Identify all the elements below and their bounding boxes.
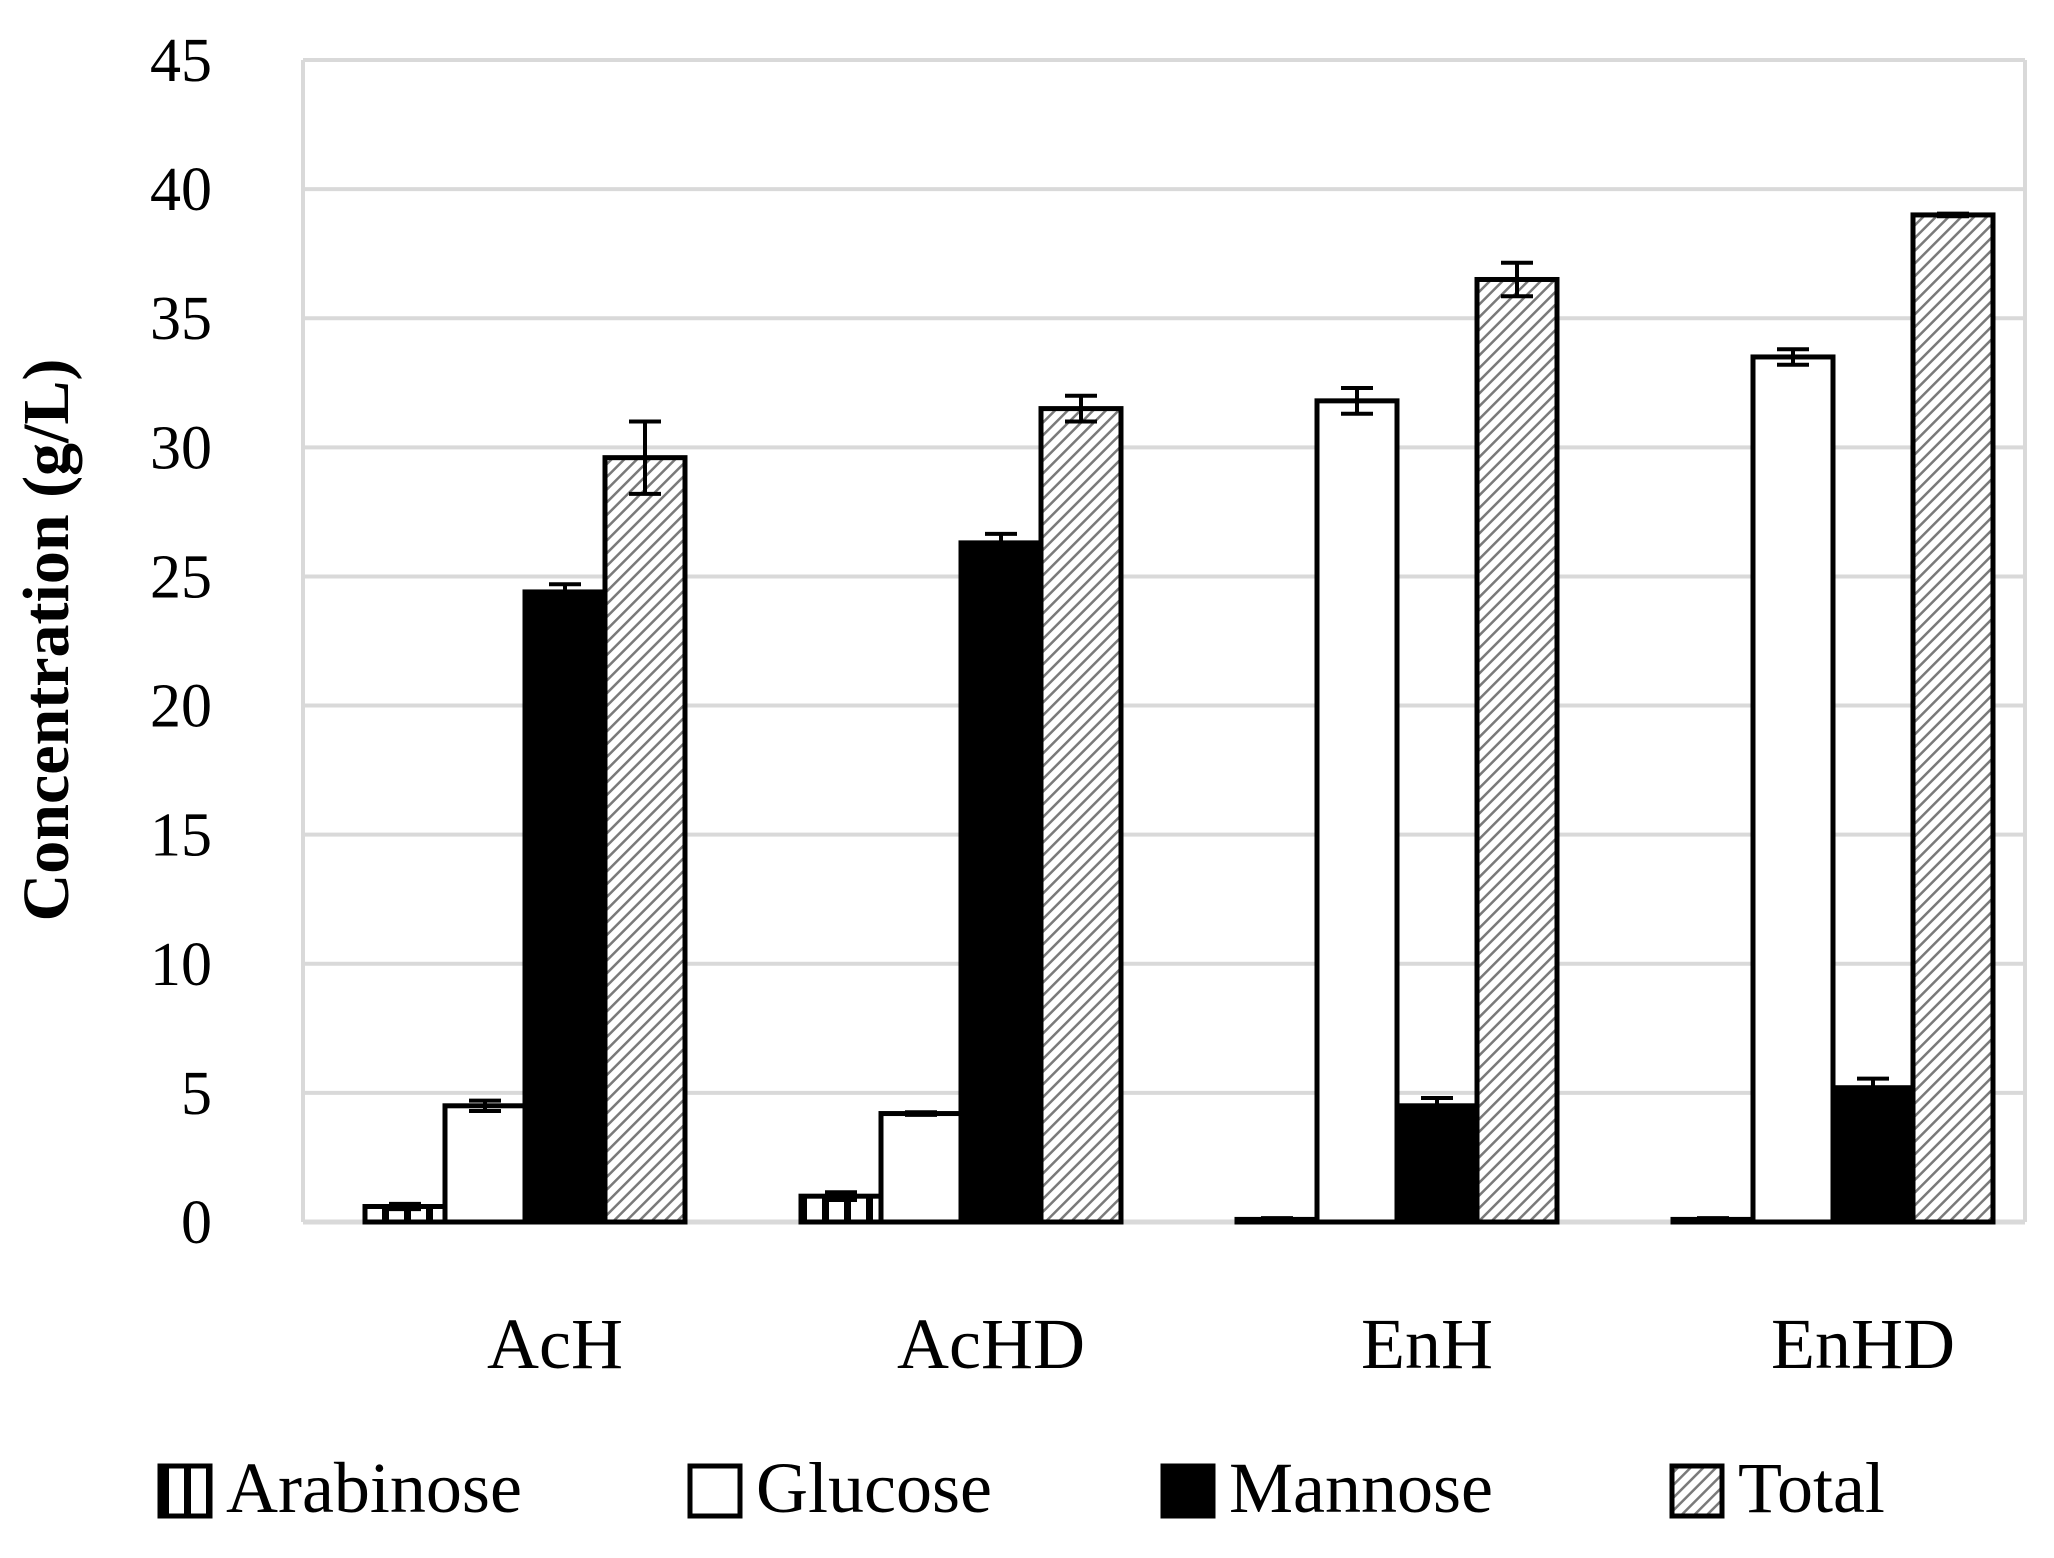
error-bar-mannose-achd xyxy=(985,531,1017,554)
x-category-label: EnH xyxy=(1361,1304,1493,1384)
legend-label: Mannose xyxy=(1229,1448,1493,1528)
bars xyxy=(362,211,1996,1225)
bar-glucose-enhd xyxy=(1750,354,1836,1225)
y-tick-label: 5 xyxy=(181,1060,212,1128)
legend: Arabinose Glucose Mannose Total xyxy=(157,1448,1885,1528)
bar-glucose-achd xyxy=(878,1111,964,1225)
y-tick-label: 20 xyxy=(150,673,212,741)
legend-swatch xyxy=(687,1463,743,1519)
legend-item-glucose: Glucose xyxy=(687,1448,992,1528)
legend-swatch xyxy=(157,1463,213,1519)
x-axis-category-labels: AcH AcHD EnH EnHD xyxy=(487,1304,1955,1384)
bar-total-enh xyxy=(1474,276,1560,1225)
x-category-label: AcHD xyxy=(897,1304,1085,1384)
y-tick-label: 45 xyxy=(150,27,212,95)
y-tick-label: 25 xyxy=(150,543,212,611)
error-bar-total-enh xyxy=(1501,260,1533,299)
error-bar-mannose-enhd xyxy=(1857,1076,1889,1099)
bar-glucose-enh xyxy=(1314,398,1400,1225)
error-bar-mannose-ach xyxy=(549,582,581,602)
bar-mannose-ach xyxy=(522,589,608,1225)
error-bar-glucose-ach xyxy=(469,1098,501,1113)
bar-mannose-achd xyxy=(958,540,1044,1225)
legend-swatch xyxy=(1669,1463,1725,1519)
bar-total-ach xyxy=(602,455,688,1225)
y-axis-title: Concentration (g/L) xyxy=(10,359,83,922)
y-tick-label: 0 xyxy=(181,1189,212,1257)
legend-item-mannose: Mannose xyxy=(1160,1448,1493,1528)
legend-item-arabinose: Arabinose xyxy=(157,1448,522,1528)
legend-swatch xyxy=(1160,1463,1216,1519)
legend-label: Total xyxy=(1738,1448,1885,1528)
bar-mannose-enhd xyxy=(1830,1085,1916,1225)
bar-total-achd xyxy=(1038,406,1124,1225)
error-bar-mannose-enh xyxy=(1421,1096,1453,1116)
bar-total-enhd xyxy=(1910,212,1996,1225)
error-bar-glucose-achd xyxy=(905,1110,937,1117)
error-bar-total-achd xyxy=(1065,393,1097,424)
bar-glucose-ach xyxy=(442,1103,528,1225)
error-bar-arabinose-enhd xyxy=(1697,1216,1729,1223)
error-bar-arabinose-ach xyxy=(389,1201,421,1212)
error-bar-total-enhd xyxy=(1937,211,1969,219)
error-bar-glucose-enhd xyxy=(1777,347,1809,367)
y-axis-ticks: 0 5 10 15 20 25 30 35 40 45 xyxy=(150,27,212,1257)
y-tick-label: 15 xyxy=(150,802,212,870)
error-bar-glucose-enh xyxy=(1341,385,1373,416)
legend-label: Arabinose xyxy=(226,1448,522,1528)
bar-mannose-enh xyxy=(1394,1103,1480,1225)
error-bar-arabinose-enh xyxy=(1261,1216,1293,1223)
legend-item-total: Total xyxy=(1669,1448,1885,1528)
y-tick-label: 30 xyxy=(150,414,212,482)
y-tick-label: 35 xyxy=(150,285,212,353)
legend-label: Glucose xyxy=(756,1448,992,1528)
x-category-label: EnHD xyxy=(1771,1304,1955,1384)
y-tick-label: 40 xyxy=(150,156,212,224)
error-bar-total-ach xyxy=(629,419,661,496)
x-category-label: AcH xyxy=(487,1304,623,1384)
error-bar-arabinose-achd xyxy=(825,1190,857,1203)
y-tick-label: 10 xyxy=(150,931,212,999)
